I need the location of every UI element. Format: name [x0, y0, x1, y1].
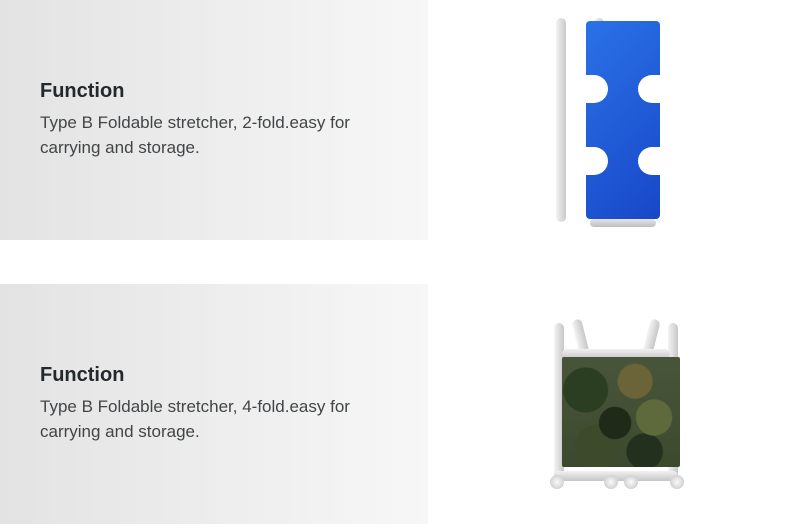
function-description: Type B Foldable stretcher, 4-fold.easy f…	[40, 395, 360, 444]
product-row-1: Function Type B Foldable stretcher, 2-fo…	[0, 0, 800, 240]
text-panel: Function Type B Foldable stretcher, 4-fo…	[0, 284, 428, 524]
function-heading: Function	[40, 80, 388, 103]
stretcher-2fold-illustration	[554, 15, 674, 225]
image-panel	[428, 0, 800, 240]
stretcher-4fold-illustration	[514, 319, 714, 489]
function-description: Type B Foldable stretcher, 2-fold.easy f…	[40, 111, 360, 160]
text-panel: Function Type B Foldable stretcher, 2-fo…	[0, 0, 428, 240]
image-panel	[428, 284, 800, 524]
function-heading: Function	[40, 364, 388, 387]
product-row-2: Function Type B Foldable stretcher, 4-fo…	[0, 284, 800, 524]
